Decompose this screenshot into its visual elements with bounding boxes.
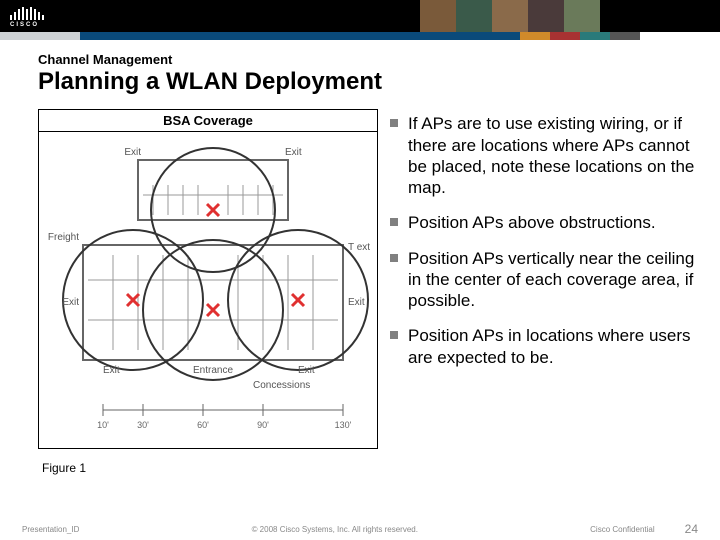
page-title: Planning a WLAN Deployment [38,69,682,95]
svg-text:Freight: Freight [48,232,79,243]
svg-text:T ext: T ext [348,242,370,253]
svg-text:Exit: Exit [348,297,365,308]
svg-text:Concessions: Concessions [253,380,310,391]
bullet-marker-icon [390,254,398,262]
svg-text:10': 10' [97,420,109,430]
page-number: 24 [685,522,698,536]
bullet-item: If APs are to use existing wiring, or if… [390,113,696,198]
svg-text:Exit: Exit [298,365,315,376]
confidential-label: Cisco Confidential [590,525,654,534]
header-block: Channel Management Planning a WLAN Deplo… [0,40,720,103]
figure-box: BSA Coverage [38,109,378,449]
bullet-text: Position APs in locations where users ar… [408,325,696,368]
svg-text:Entrance: Entrance [193,365,233,376]
svg-text:30': 30' [137,420,149,430]
bullet-item: Position APs above obstructions. [390,212,696,233]
svg-text:Exit: Exit [103,365,120,376]
svg-text:Exit: Exit [124,147,141,158]
footer: Presentation_ID © 2008 Cisco Systems, In… [0,522,720,536]
bullet-marker-icon [390,331,398,339]
cisco-wordmark: CISCO [10,22,44,28]
bullet-text: Position APs vertically near the ceiling… [408,248,696,312]
bullet-item: Position APs vertically near the ceiling… [390,248,696,312]
bullet-marker-icon [390,218,398,226]
header-photo-strip [420,0,600,32]
bullet-item: Position APs in locations where users ar… [390,325,696,368]
bullet-marker-icon [390,119,398,127]
content-row: BSA Coverage [0,103,720,475]
accent-stripe [0,32,720,40]
svg-text:60': 60' [197,420,209,430]
floorplan-diagram: Exit Exit Freight T ext Exit Exit Exit E… [39,132,377,448]
cisco-logo: CISCO [10,6,44,28]
bullet-text: Position APs above obstructions. [408,212,656,233]
cisco-bars-icon [10,6,44,20]
copyright-text: © 2008 Cisco Systems, Inc. All rights re… [79,525,590,534]
svg-text:90': 90' [257,420,269,430]
figure-title: BSA Coverage [39,110,377,132]
svg-text:Exit: Exit [62,297,79,308]
presentation-id: Presentation_ID [22,525,79,534]
figure-caption: Figure 1 [38,461,378,475]
svg-text:Exit: Exit [285,147,302,158]
section-label: Channel Management [38,52,682,67]
bullet-text: If APs are to use existing wiring, or if… [408,113,696,198]
svg-text:130': 130' [335,420,352,430]
bullets-column: If APs are to use existing wiring, or if… [390,109,696,475]
top-bar: CISCO [0,0,720,40]
figure-column: BSA Coverage [38,109,378,475]
